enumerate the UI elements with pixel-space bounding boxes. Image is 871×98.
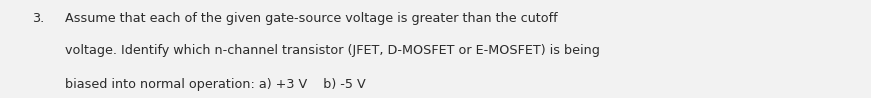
Text: voltage. Identify which n-channel transistor (JFET, D-MOSFET or E-MOSFET) is bei: voltage. Identify which n-channel transi…	[65, 44, 600, 57]
Text: 3.: 3.	[32, 12, 44, 25]
Text: Assume that each of the given gate-source voltage is greater than the cutoff: Assume that each of the given gate-sourc…	[65, 12, 558, 25]
Text: biased into normal operation: a) +3 V    b) -5 V: biased into normal operation: a) +3 V b)…	[65, 78, 366, 91]
